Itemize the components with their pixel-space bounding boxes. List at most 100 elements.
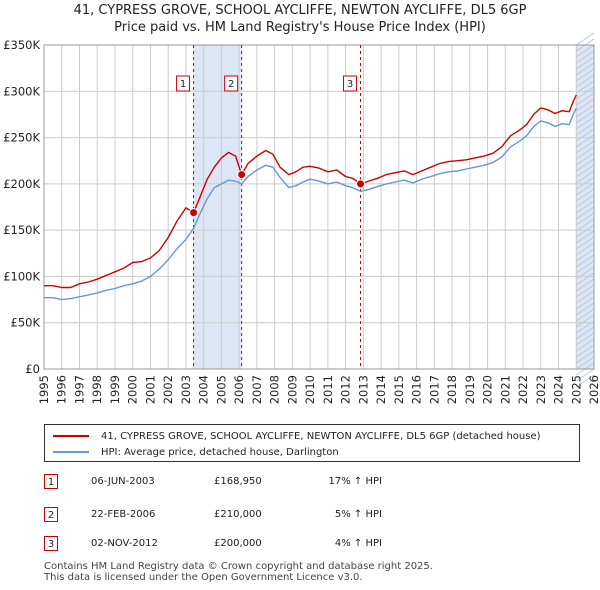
x-tick-label: 2002	[161, 375, 175, 404]
y-tick-label: £250K	[3, 131, 40, 145]
sale-label-number: 1	[180, 79, 186, 90]
sale-price: £168,950	[214, 476, 262, 487]
forecast-hatch	[576, 152, 595, 166]
sale-price: £200,000	[214, 538, 262, 549]
sale-label-box	[224, 75, 239, 92]
footer: Contains HM Land Registry data © Crown c…	[44, 561, 433, 583]
forecast-hatch	[576, 200, 595, 214]
sale-marker-badge: 1	[44, 474, 58, 489]
sale-hpi-change: 5% ↑ HPI	[334, 509, 382, 520]
x-tick-label: 2020	[481, 375, 495, 404]
price-chart: 41, CYPRESS GROVE, SCHOOL AYCLIFFE, NEWT…	[3, 3, 600, 404]
x-tick-label: 2026	[587, 375, 600, 404]
sale-label-box	[343, 75, 358, 92]
forecast-hatch	[576, 104, 595, 118]
x-tick-label: 1996	[55, 375, 69, 404]
x-tick-label: 1998	[90, 375, 104, 404]
y-tick-label: £150K	[3, 223, 40, 237]
chart-subtitle: Price paid vs. HM Land Registry's House …	[114, 20, 486, 35]
legend-item-hpi: HPI: Average price, detached house, Darl…	[53, 444, 339, 460]
forecast-hatch	[576, 146, 595, 160]
forecast-hatch	[576, 32, 595, 46]
forecast-hatch	[576, 368, 595, 382]
forecast-hatch	[576, 122, 595, 136]
sale-marker-badge: 3	[44, 536, 58, 551]
forecast-hatch	[576, 290, 595, 304]
x-tick-label: 2024	[552, 375, 566, 404]
chart-title: 41, CYPRESS GROVE, SCHOOL AYCLIFFE, NEWT…	[74, 3, 527, 18]
sale-label-number: 2	[228, 79, 234, 90]
sale-date: 02-NOV-2012	[91, 538, 158, 549]
forecast-hatch	[576, 344, 595, 358]
sale-point	[189, 208, 199, 218]
sale-marker-badge: 2	[44, 507, 58, 522]
x-tick-label: 2014	[374, 375, 388, 404]
forecast-hatch	[576, 248, 595, 262]
forecast-hatch	[576, 266, 595, 280]
forecast-hatch	[576, 332, 595, 346]
forecast-hatch	[576, 236, 595, 250]
forecast-hatch	[576, 134, 595, 148]
y-tick-label: £350K	[3, 38, 40, 52]
forecast-hatch	[576, 350, 595, 364]
forecast-hatch	[576, 206, 595, 220]
legend-swatch-property	[53, 435, 89, 437]
forecast-hatch	[576, 254, 595, 268]
x-tick-label: 2005	[214, 375, 228, 404]
sale-date: 22-FEB-2006	[91, 509, 156, 520]
y-tick-label: £200K	[3, 177, 40, 191]
legend-swatch-hpi	[53, 451, 89, 453]
legend-label-property: 41, CYPRESS GROVE, SCHOOL AYCLIFFE, NEWT…	[101, 430, 541, 442]
y-tick-label: £300K	[3, 84, 40, 98]
sale-point	[237, 170, 247, 180]
property-price-line	[44, 94, 577, 289]
x-tick-label: 2018	[445, 375, 459, 404]
x-tick-label: 2010	[303, 375, 317, 404]
forecast-hatch	[576, 176, 595, 190]
x-tick-label: 2025	[569, 375, 583, 404]
sale-date: 06-JUN-2003	[91, 476, 155, 487]
x-tick-label: 2017	[427, 375, 441, 404]
forecast-hatch	[576, 314, 595, 328]
shaded-region	[193, 45, 242, 369]
x-tick-label: 2011	[321, 375, 335, 404]
licence-notice: This data is licensed under the Open Gov…	[44, 572, 363, 583]
forecast-hatch	[576, 356, 595, 370]
forecast-hatch	[576, 296, 595, 310]
forecast-hatch	[576, 68, 595, 82]
forecast-hatch	[576, 116, 595, 130]
x-tick-label: 2006	[232, 375, 246, 404]
forecast-hatch	[576, 212, 595, 226]
x-tick-label: 2000	[126, 375, 140, 404]
forecast-hatch	[576, 224, 595, 238]
x-tick-label: 2023	[534, 375, 548, 404]
forecast-hatch	[576, 170, 595, 184]
forecast-hatch	[576, 284, 595, 298]
forecast-hatch	[576, 128, 595, 142]
x-tick-label: 2015	[392, 375, 406, 404]
x-tick-label: 2004	[197, 375, 211, 404]
sale-point	[356, 179, 366, 189]
forecast-hatch	[576, 110, 595, 124]
sale-row: 2 22-FEB-2006 £210,000 5% ↑ HPI	[44, 507, 584, 523]
sale-hpi-change: 4% ↑ HPI	[334, 538, 382, 549]
x-tick-label: 2012	[339, 375, 353, 404]
hpi-line	[44, 107, 577, 301]
x-tick-label: 2001	[143, 375, 157, 404]
x-tick-label: 2009	[285, 375, 299, 404]
forecast-hatch	[576, 50, 595, 64]
forecast-hatch	[576, 188, 595, 202]
forecast-hatch	[576, 98, 595, 112]
forecast-hatch	[576, 374, 595, 388]
forecast-hatch	[576, 338, 595, 352]
forecast-hatch	[576, 272, 595, 286]
forecast-hatch	[576, 218, 595, 232]
forecast-hatch	[576, 302, 595, 316]
y-tick-label: £0	[25, 362, 40, 376]
forecast-hatch	[576, 140, 595, 154]
forecast-hatch	[576, 86, 595, 100]
sale-label-box	[176, 75, 191, 92]
x-tick-label: 1999	[108, 375, 122, 404]
forecast-hatch	[576, 158, 595, 172]
x-tick-label: 2007	[250, 375, 264, 404]
